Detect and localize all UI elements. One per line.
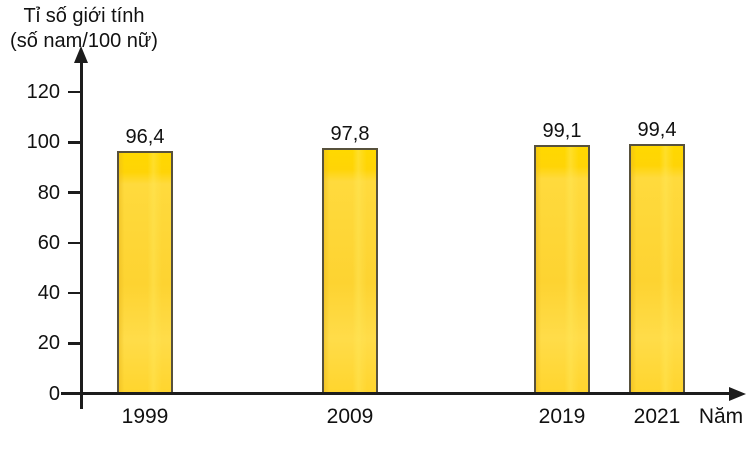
bar-2019 xyxy=(534,144,590,393)
y-tick-label-60: 60 xyxy=(37,231,60,254)
y-tick-0 xyxy=(68,392,81,395)
x-axis-line xyxy=(61,392,731,395)
y-tick-label-100: 100 xyxy=(26,131,60,154)
y-tick-20 xyxy=(68,342,81,345)
bar-value-label-2019: 99,1 xyxy=(542,119,582,142)
y-tick-80 xyxy=(68,191,81,194)
y-axis-title: Tỉ số giới tính (số nam/100 nữ) xyxy=(0,4,168,54)
x-category-label-2009: 2009 xyxy=(326,405,374,428)
bar-2009 xyxy=(322,147,378,393)
y-tick-60 xyxy=(68,241,81,244)
x-category-label-2019: 2019 xyxy=(538,405,586,428)
bar-2021 xyxy=(629,143,685,393)
y-axis-arrow-icon xyxy=(74,46,88,63)
bar-value-label-1999: 96,4 xyxy=(125,126,165,149)
y-tick-label-80: 80 xyxy=(37,181,60,204)
x-category-label-2021: 2021 xyxy=(633,405,681,428)
y-tick-40 xyxy=(68,291,81,295)
y-tick-label-40: 40 xyxy=(37,282,60,304)
bar-1999 xyxy=(117,151,173,393)
y-tick-label-120: 120 xyxy=(26,81,60,103)
y-axis-title-line1: Tỉ số giới tính xyxy=(23,5,145,27)
x-axis-name: Năm xyxy=(698,405,744,428)
bar-value-label-2021: 99,4 xyxy=(637,118,677,141)
y-axis-title-line2: (số nam/100 nữ) xyxy=(10,30,158,52)
y-tick-label-20: 20 xyxy=(37,332,60,355)
y-tick-120 xyxy=(68,90,81,94)
x-axis-arrow-icon xyxy=(729,386,746,401)
y-axis-line xyxy=(80,56,83,409)
bar-value-label-2009: 97,8 xyxy=(330,122,370,145)
y-tick-100 xyxy=(68,141,81,144)
y-tick-label-0: 0 xyxy=(48,382,60,405)
x-category-label-1999: 1999 xyxy=(121,405,169,428)
